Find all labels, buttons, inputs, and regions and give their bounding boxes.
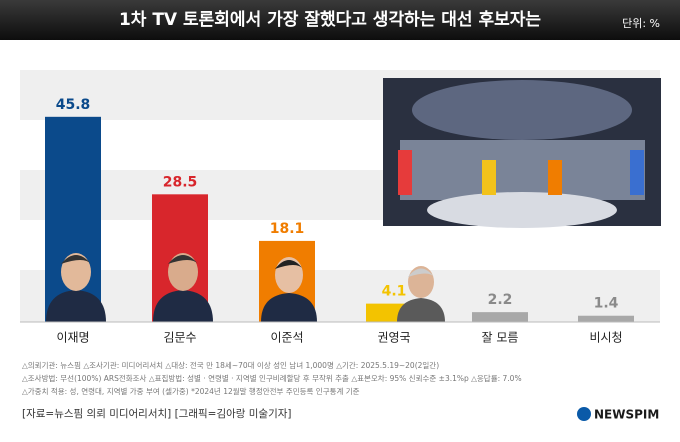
x-tick-label: 김문수 — [163, 331, 196, 345]
stage-photo — [383, 78, 661, 228]
x-tick-label: 이준석 — [270, 331, 303, 345]
note: △조사방법: 무선(100%) ARS전화조사 △표집방법: 성별 · 연령별 … — [22, 373, 522, 383]
source: [자료=뉴스핌 의뢰 미디어리서치] [그래픽=김아랑 미술기자] — [22, 408, 292, 420]
candidate-photos — [46, 253, 445, 322]
logo-icon — [577, 407, 591, 421]
value-label: 4.1 — [382, 284, 407, 300]
value-label: 1.4 — [594, 296, 619, 312]
value-label: 18.1 — [270, 221, 305, 237]
note: △가중치 적용: 성, 연령대, 지역별 가중 부여 (셀가중) *2024년 … — [22, 386, 360, 396]
logo: NEWSPIM — [594, 408, 659, 422]
bar — [472, 312, 528, 322]
x-tick-label: 권영국 — [377, 331, 410, 345]
bar — [578, 315, 634, 322]
note: △의뢰기관: 뉴스핌 △조사기관: 미디어리서치 △대상: 전국 만 18세~7… — [22, 360, 439, 370]
title-bar — [0, 0, 680, 40]
value-label: 2.2 — [488, 292, 513, 308]
x-tick-label: 비시청 — [589, 331, 622, 345]
value-label: 45.8 — [56, 97, 91, 113]
x-tick-label: 이재명 — [56, 331, 89, 345]
x-tick-label: 잘 모름 — [482, 331, 519, 345]
value-label: 28.5 — [163, 174, 198, 190]
chart-title: 1차 TV 토론회에서 가장 잘했다고 생각하는 대선 후보자는 — [119, 9, 541, 30]
unit-label: 단위: % — [622, 17, 660, 30]
